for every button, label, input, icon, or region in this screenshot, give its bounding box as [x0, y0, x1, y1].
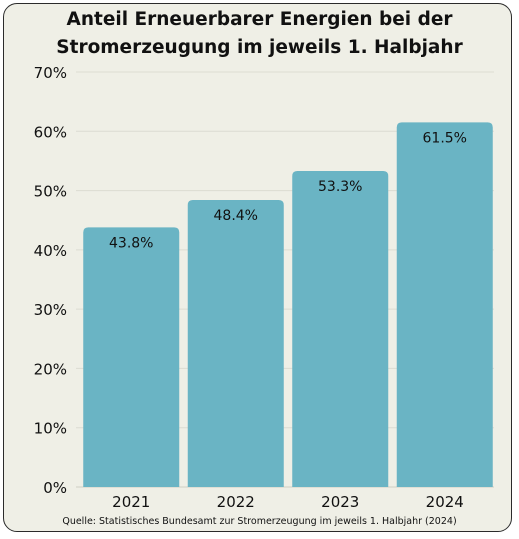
bar-value-label: 43.8%	[109, 235, 153, 251]
x-tick-label: 2022	[217, 493, 255, 511]
bar-value-label: 48.4%	[214, 208, 258, 224]
bar-2024	[396, 122, 493, 488]
y-tick-label: 10%	[34, 420, 67, 438]
y-tick-label: 40%	[34, 242, 67, 260]
bars	[83, 122, 493, 488]
bar-value-label: 61.5%	[423, 130, 467, 146]
y-tick-label: 30%	[34, 301, 67, 319]
bar-value-labels: 43.8% 48.4% 53.3% 61.5%	[109, 130, 467, 251]
x-tick-label: 2024	[426, 493, 464, 511]
source-note: Quelle: Statistisches Bundesamt zur Stro…	[62, 516, 457, 527]
chart-title-line-2: Stromerzeugung im jeweils 1. Halbjahr	[56, 37, 463, 58]
y-tick-label: 60%	[34, 123, 67, 141]
bar-2023	[292, 171, 389, 487]
y-tick-label: 20%	[34, 360, 67, 378]
chart-title-line-1: Anteil Erneuerbarer Energien bei der	[66, 9, 453, 30]
bar-2022	[187, 200, 284, 488]
y-axis-tick-labels: 0% 10% 20% 30% 40% 50% 60% 70%	[34, 64, 67, 497]
x-axis-tick-labels: 2021 2022 2023 2024	[112, 493, 464, 511]
bar-value-label: 53.3%	[318, 179, 362, 195]
y-tick-label: 0%	[43, 479, 67, 497]
y-tick-label: 70%	[34, 64, 67, 82]
x-tick-label: 2023	[321, 493, 359, 511]
x-tick-label: 2021	[112, 493, 150, 511]
bar-2021	[83, 227, 180, 488]
y-tick-label: 50%	[34, 183, 67, 201]
chart-title: Anteil Erneuerbarer Energien bei der Str…	[0, 6, 519, 62]
